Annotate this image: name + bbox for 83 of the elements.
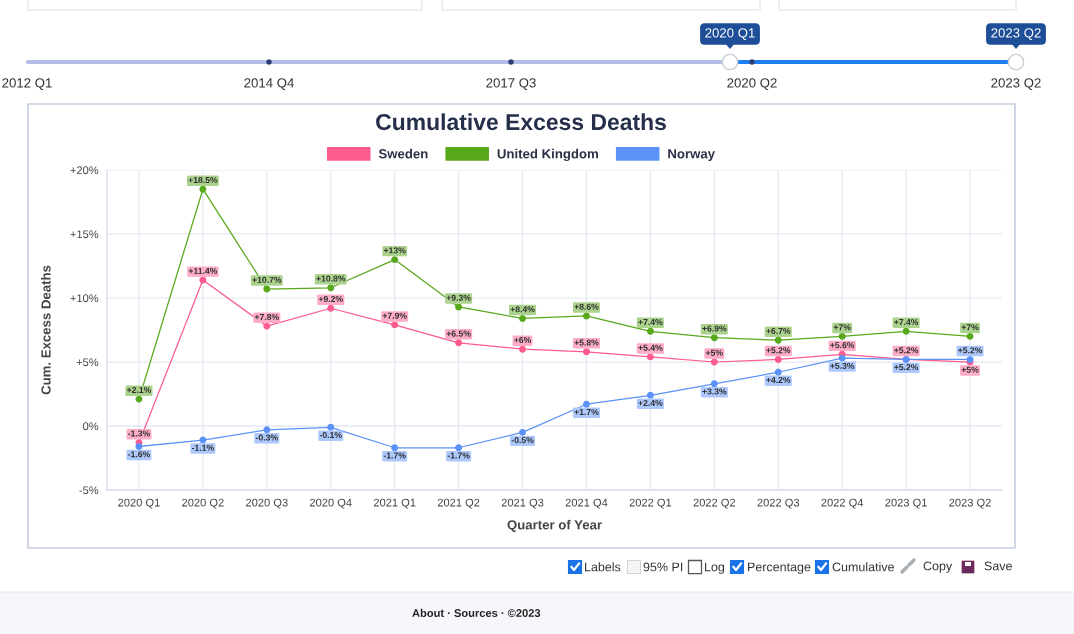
data-label: -1.7% xyxy=(447,452,470,459)
legend-label: Norway xyxy=(668,149,715,162)
x-axis-title: Quarter of Year xyxy=(507,519,602,532)
data-label: +5.2% xyxy=(766,347,791,354)
x-tick-label: 2020 Q1 xyxy=(118,498,160,509)
data-label: +4.2% xyxy=(766,376,791,383)
data-label: +9.2% xyxy=(318,296,343,303)
data-label: +7.4% xyxy=(638,319,663,326)
y-axis-title: Cum. Excess Deaths xyxy=(40,265,51,395)
text: 2023 Q2 xyxy=(991,78,1041,90)
text: 95% PI xyxy=(643,562,683,572)
data-label: +5% xyxy=(705,349,723,356)
data-label: +6.9% xyxy=(702,325,727,332)
text: 2023 Q2 xyxy=(991,28,1041,40)
text: Save xyxy=(984,561,1012,571)
data-label: +10.7% xyxy=(252,276,282,283)
x-tick-label: 2021 Q3 xyxy=(501,498,544,509)
data-label: +6.5% xyxy=(446,330,471,337)
x-tick-label: 2022 Q1 xyxy=(629,498,672,509)
data-label: +2.4% xyxy=(638,399,663,407)
x-tick-label: 2022 Q2 xyxy=(693,498,736,509)
y-tick-label: +5% xyxy=(76,358,99,367)
data-label: -1.1% xyxy=(191,444,214,451)
x-tick-label: 2020 Q2 xyxy=(182,498,224,509)
data-label: +10.8% xyxy=(316,275,346,282)
data-label: +13% xyxy=(383,247,406,254)
data-label: -1.3% xyxy=(128,430,150,437)
x-tick-label: 2021 Q2 xyxy=(437,498,480,509)
data-label: +2.1% xyxy=(127,386,152,393)
data-label: +5.2% xyxy=(894,347,919,354)
legend-label: Sweden xyxy=(378,148,428,159)
data-label: -0.1% xyxy=(319,431,342,439)
text: 2014 Q4 xyxy=(244,78,294,90)
data-label: +11.4% xyxy=(188,267,218,274)
data-label: +18.5% xyxy=(188,176,218,184)
y-tick-label: +15% xyxy=(70,230,99,239)
text: 2020 Q2 xyxy=(727,78,777,90)
x-tick-label: 2020 Q3 xyxy=(246,498,288,509)
data-label: +7.4% xyxy=(894,319,919,326)
y-tick-label: +10% xyxy=(70,294,99,303)
data-label: +7% xyxy=(961,324,979,331)
x-tick-label: 2021 Q4 xyxy=(565,498,608,509)
y-tick-label: -5% xyxy=(79,486,99,495)
data-label: +5% xyxy=(961,366,979,373)
text: Percentage xyxy=(748,562,811,574)
data-label: +1.7% xyxy=(574,408,599,415)
data-label: +7.9% xyxy=(382,312,407,319)
x-tick-label: 2021 Q1 xyxy=(373,498,416,509)
data-label: -0.5% xyxy=(511,437,534,444)
text: Labels xyxy=(585,562,621,572)
text: 2012 Q1 xyxy=(2,78,52,90)
data-label: +5.6% xyxy=(830,342,855,349)
data-label: +9.3% xyxy=(446,294,471,301)
data-label: +8.6% xyxy=(574,303,599,310)
text: Cumulative xyxy=(832,562,894,572)
data-label: -1.7% xyxy=(383,452,406,459)
data-label: +7.8% xyxy=(254,313,279,321)
legend-label: United Kingdom xyxy=(497,148,598,162)
text: 2020 Q1 xyxy=(705,28,755,40)
data-label: +5.2% xyxy=(958,347,983,354)
data-label: +5.4% xyxy=(638,344,663,351)
data-label: +8.4% xyxy=(510,306,535,313)
data-label: +6.7% xyxy=(766,328,791,335)
x-tick-label: 2023 Q1 xyxy=(885,498,927,509)
text: 2017 Q3 xyxy=(486,78,536,90)
x-tick-label: 2022 Q4 xyxy=(821,498,864,509)
x-tick-label: 2022 Q3 xyxy=(757,498,800,509)
data-label: -0.3% xyxy=(255,434,278,441)
text: Copy xyxy=(923,561,953,573)
data-label: +6% xyxy=(514,336,532,344)
data-label: +5.2% xyxy=(894,364,919,371)
data-label: +3.3% xyxy=(702,388,727,395)
data-label: +5.8% xyxy=(574,339,599,346)
x-tick-label: 2023 Q2 xyxy=(949,498,991,509)
text: About · Sources · ©2023 xyxy=(412,608,541,617)
text: Log xyxy=(705,562,725,574)
chart-title: Cumulative Excess Deaths xyxy=(376,113,666,131)
y-tick-label: 0% xyxy=(83,422,99,431)
data-label: +5.3% xyxy=(830,362,855,369)
data-label: +7% xyxy=(833,324,851,331)
data-label: -1.6% xyxy=(128,451,150,458)
y-tick-label: +20% xyxy=(70,166,99,175)
x-tick-label: 2020 Q4 xyxy=(310,498,352,509)
